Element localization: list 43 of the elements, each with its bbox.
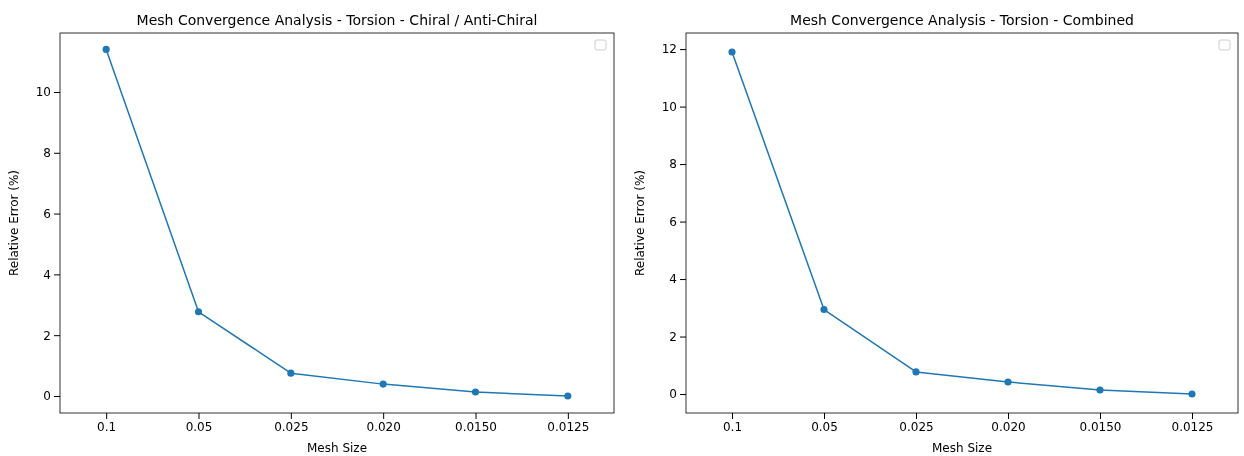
x-tick-label: 0.1 bbox=[722, 419, 743, 434]
x-tick-label: 0.0150 bbox=[1079, 419, 1122, 434]
x-axis-title: Mesh Size bbox=[306, 441, 368, 455]
point bbox=[287, 369, 295, 377]
x-tick-label: 0.0125 bbox=[547, 419, 590, 434]
y-tick-label: 2 bbox=[43, 328, 51, 343]
y-tick-label: 10 bbox=[35, 85, 51, 100]
y-tick-label: 10 bbox=[661, 99, 677, 114]
x-axis-title: Mesh Size bbox=[931, 441, 993, 455]
y-tick-label: 0 bbox=[669, 387, 677, 402]
point bbox=[102, 45, 110, 53]
y-axis-title: Relative Error (%) bbox=[633, 169, 647, 277]
point bbox=[820, 305, 828, 314]
y-tick-label: 6 bbox=[669, 214, 677, 229]
y-tick-label: 8 bbox=[43, 146, 51, 161]
x-tick-label: 0.1 bbox=[97, 419, 117, 434]
point bbox=[912, 368, 920, 376]
chart-title: Mesh Convergence Analysis - Torsion - Combined bbox=[790, 12, 1134, 28]
y-axis-title: Relative Error (%) bbox=[7, 169, 21, 277]
y-tick-label: 4 bbox=[43, 267, 51, 282]
point bbox=[564, 392, 572, 400]
x-tick-label: 0.020 bbox=[991, 419, 1026, 434]
point bbox=[194, 308, 203, 316]
x-tick-label: 0.0150 bbox=[455, 419, 497, 434]
chart-title: Mesh Convergence Analysis - Torsion - Chiral / Anti-Chiral bbox=[136, 12, 538, 28]
y-tick-label: 2 bbox=[669, 329, 677, 344]
x-tick-label: 0.025 bbox=[899, 419, 934, 434]
y-tick-label: 8 bbox=[669, 157, 677, 172]
point bbox=[1188, 390, 1196, 398]
y-tick-label: 4 bbox=[669, 272, 677, 287]
x-tick-label: 0.05 bbox=[185, 419, 213, 434]
x-tick-label: 0.0125 bbox=[1171, 419, 1214, 434]
y-tick-label: 6 bbox=[43, 206, 51, 221]
x-tick-label: 0.05 bbox=[811, 419, 838, 434]
y-tick-label: 0 bbox=[43, 389, 51, 404]
point bbox=[728, 48, 736, 56]
point bbox=[1096, 386, 1104, 394]
y-tick-label: 12 bbox=[661, 42, 677, 57]
x-tick-label: 0.020 bbox=[366, 419, 401, 434]
point bbox=[1004, 378, 1012, 386]
point bbox=[379, 380, 387, 388]
point bbox=[471, 388, 480, 396]
x-tick-label: 0.025 bbox=[274, 419, 309, 434]
